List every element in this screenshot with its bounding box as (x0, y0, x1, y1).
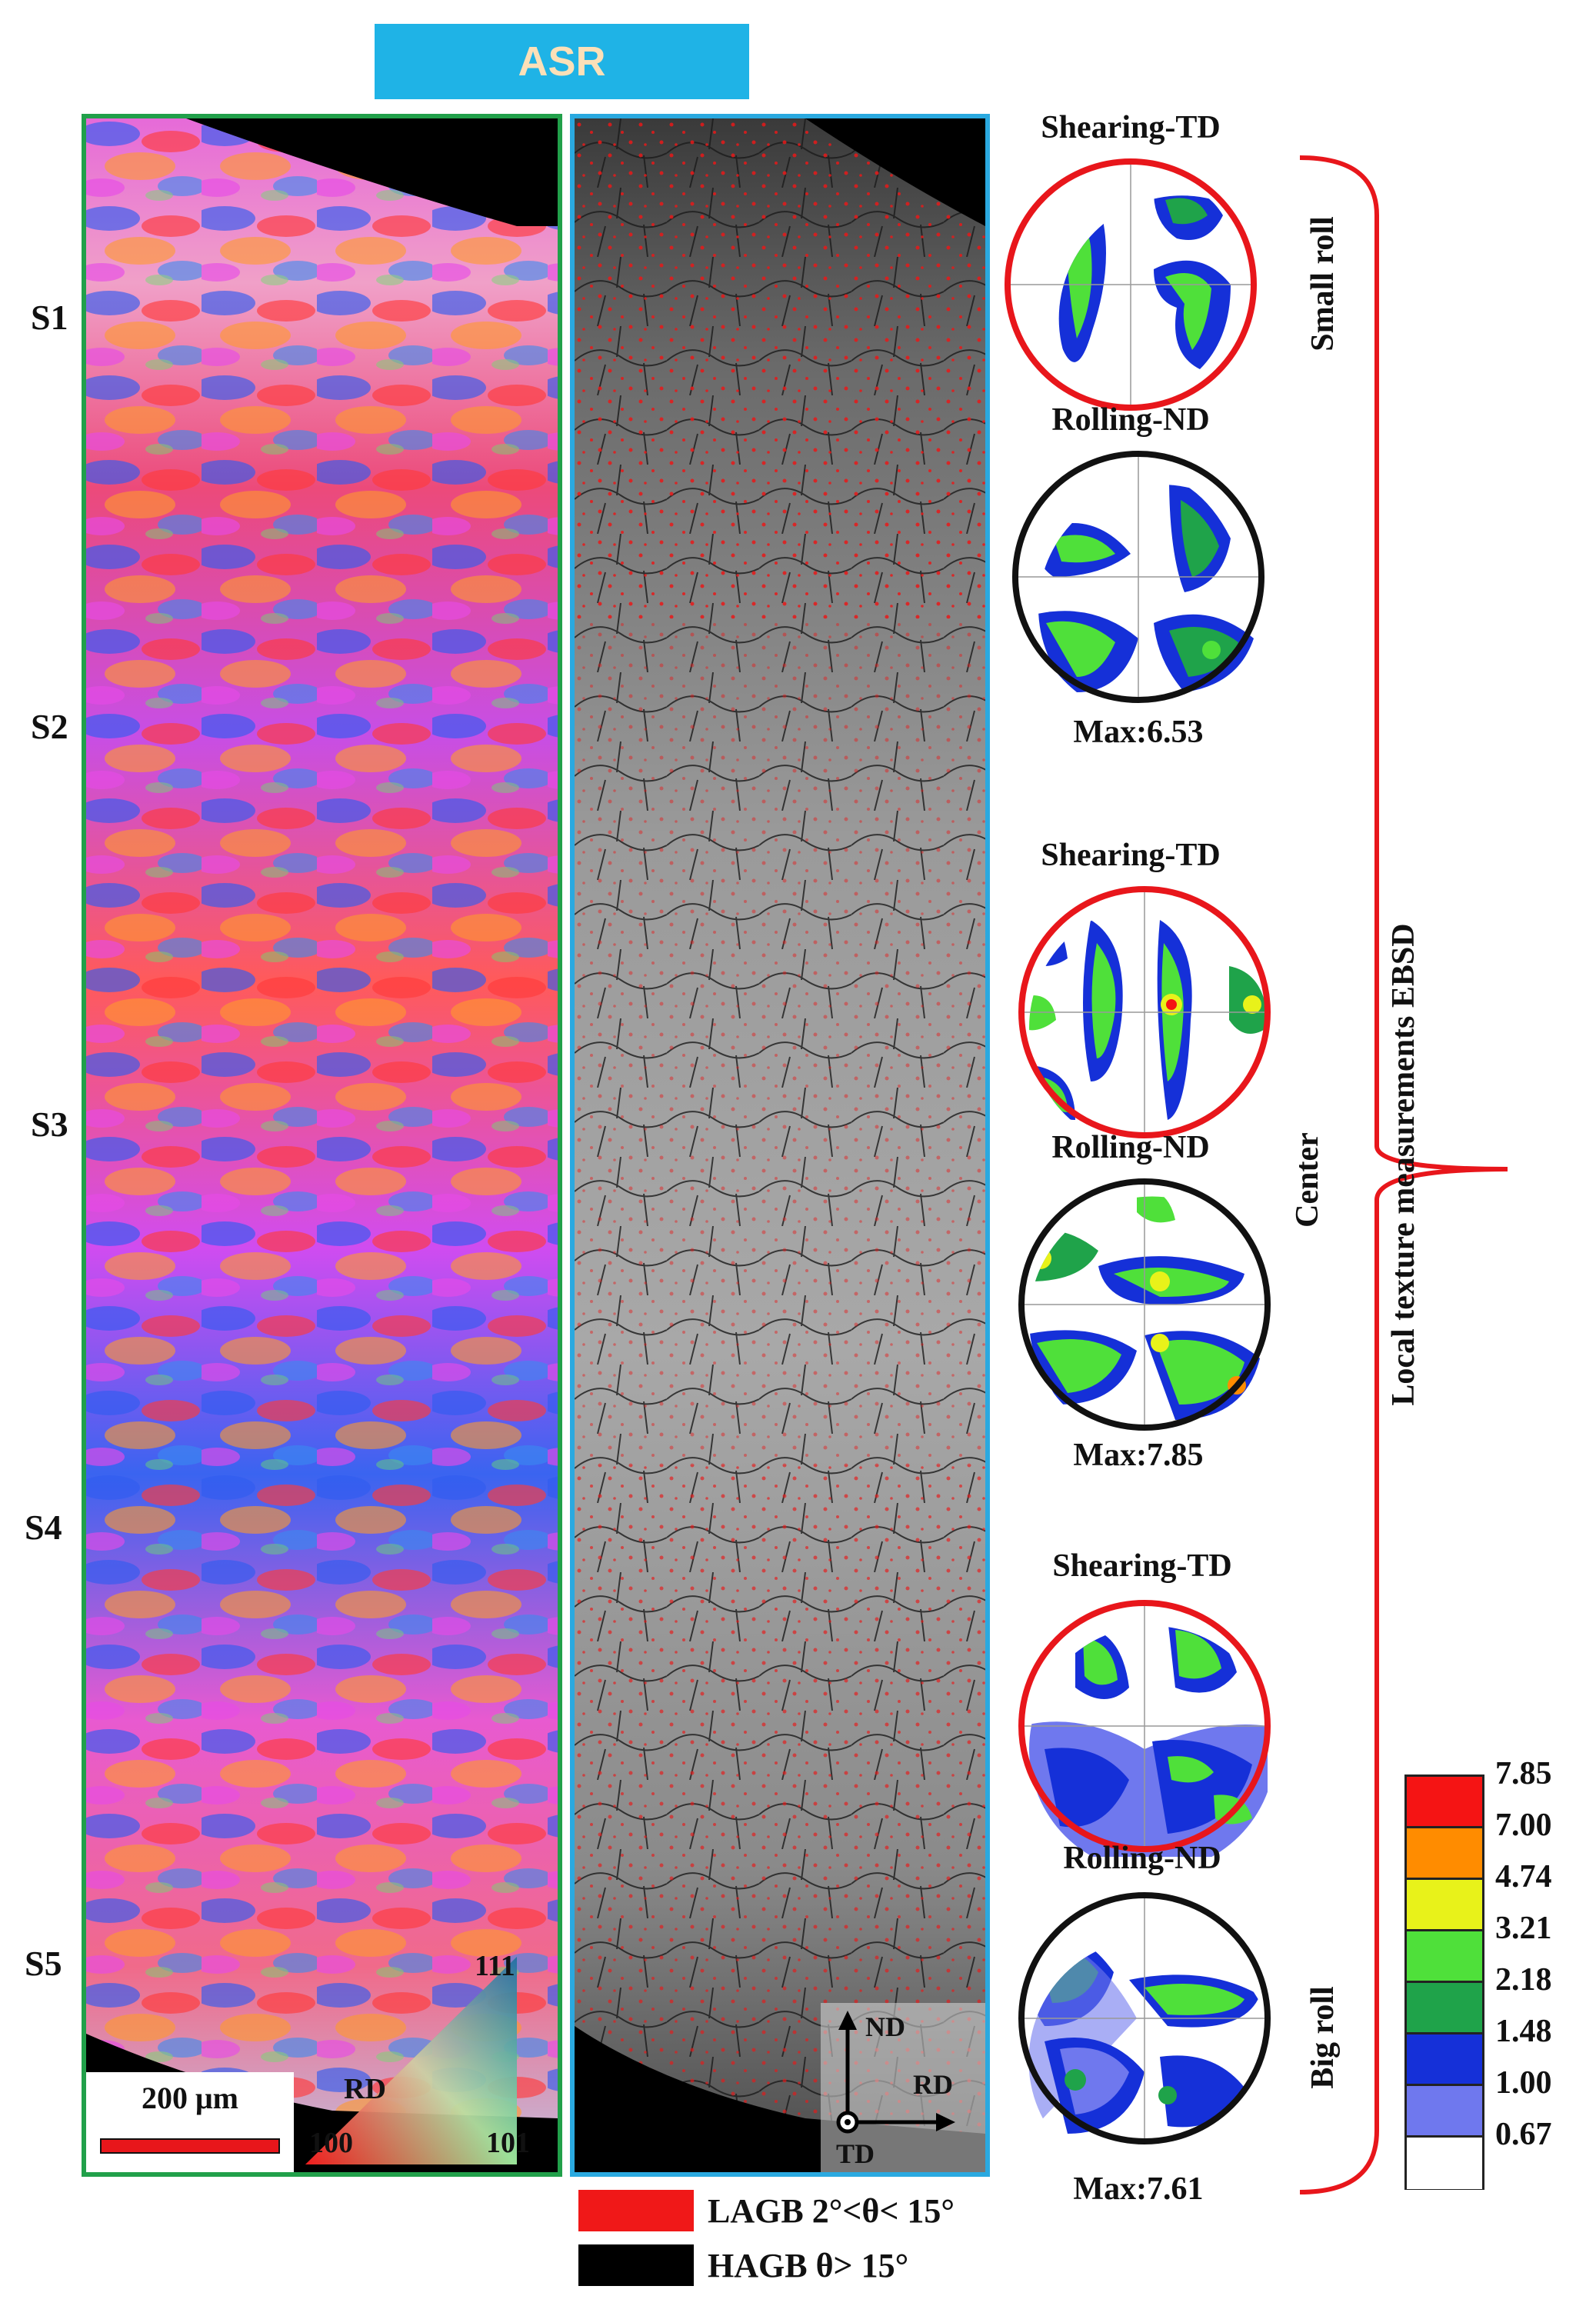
colorbar-swatch-4 (1407, 1931, 1482, 1983)
boundary-map-image (575, 118, 985, 2172)
colorbar-label-6: 1.48 (1495, 2014, 1552, 2049)
colorbar-swatch-1 (1407, 1777, 1482, 1828)
section-label-s5: S5 (25, 1944, 62, 1983)
colorbar-swatch-2 (1407, 1828, 1482, 1880)
ipf-orientation-map: 111 RD 100 101 200 μm (82, 114, 562, 2177)
axis-label-rd: RD (913, 2069, 953, 2100)
pole-figure-3 (1018, 886, 1271, 1138)
pole-figure-1 (1005, 158, 1257, 411)
figure-title: ASR (518, 38, 606, 85)
legend-label-hagb: HAGB θ> 15° (708, 2246, 909, 2284)
title-box: ASR (375, 24, 749, 99)
colorbar-swatch-3 (1407, 1880, 1482, 1931)
axis-label-nd: ND (865, 2011, 905, 2042)
pole-figure-2 (1012, 451, 1264, 703)
ipf-label-rd: RD (344, 2073, 386, 2105)
section-label-s2: S2 (31, 707, 68, 746)
ipf-label-101: 101 (486, 2127, 530, 2159)
ipf-map-image (86, 118, 558, 2172)
colorbar-swatch-5 (1407, 1983, 1482, 2034)
legend-swatch-hagb (578, 2244, 694, 2286)
pf-title-6: Rolling-ND (1063, 1841, 1221, 1876)
scale-bar-box: 200 μm (86, 2072, 294, 2172)
colorbar-swatch-8 (1407, 2138, 1482, 2189)
pf-title-1: Shearing-TD (1041, 110, 1221, 145)
colorbar-label-3: 4.74 (1495, 1859, 1552, 1894)
colorbar-label-7: 1.00 (1495, 2065, 1552, 2101)
legend-label-lagb: LAGB 2°<θ< 15° (708, 2191, 955, 2230)
pole-figure-4 (1018, 1178, 1271, 1431)
pf-title-3: Shearing-TD (1041, 838, 1221, 873)
colorbar-label-4: 3.21 (1495, 1911, 1552, 1946)
section-label-s4: S4 (25, 1508, 62, 1547)
colorbar-label-8: 0.67 (1495, 2117, 1552, 2152)
axis-label-td: TD (836, 2138, 875, 2169)
colorbar (1404, 1774, 1484, 2190)
legend-hagb: HAGB θ> 15° (578, 2244, 908, 2286)
brace-label: Local texture measurements EBSD (1386, 923, 1421, 1406)
pf-title-4: Rolling-ND (1051, 1130, 1210, 1165)
section-label-s3: S3 (31, 1105, 68, 1144)
colorbar-swatch-7 (1407, 2086, 1482, 2138)
pf-title-5: Shearing-TD (1052, 1548, 1232, 1584)
pole-figure-5 (1018, 1600, 1271, 1857)
grain-boundary-map: ND RD TD (570, 114, 990, 2177)
pf-max-4: Max:7.85 (1073, 1438, 1204, 1473)
colorbar-swatch-6 (1407, 2034, 1482, 2086)
pole-figure-6 (1018, 1892, 1271, 2144)
ipf-label-100: 100 (309, 2127, 353, 2159)
colorbar-label-5: 2.18 (1495, 1962, 1552, 1998)
pf-max-2: Max:6.53 (1073, 715, 1204, 750)
ipf-label-111: 111 (475, 1950, 515, 1982)
pf-title-2: Rolling-ND (1051, 402, 1210, 438)
section-label-s1: S1 (31, 298, 68, 337)
scale-bar-line (100, 2138, 280, 2154)
scale-bar-label: 200 μm (142, 2081, 238, 2115)
legend-lagb: LAGB 2°<θ< 15° (578, 2190, 955, 2231)
colorbar-label-2: 7.00 (1495, 1808, 1552, 1843)
legend-swatch-lagb (578, 2190, 694, 2231)
red-brace (1299, 155, 1508, 2194)
pf-max-6: Max:7.61 (1073, 2171, 1204, 2207)
colorbar-label-1: 7.85 (1495, 1756, 1552, 1791)
